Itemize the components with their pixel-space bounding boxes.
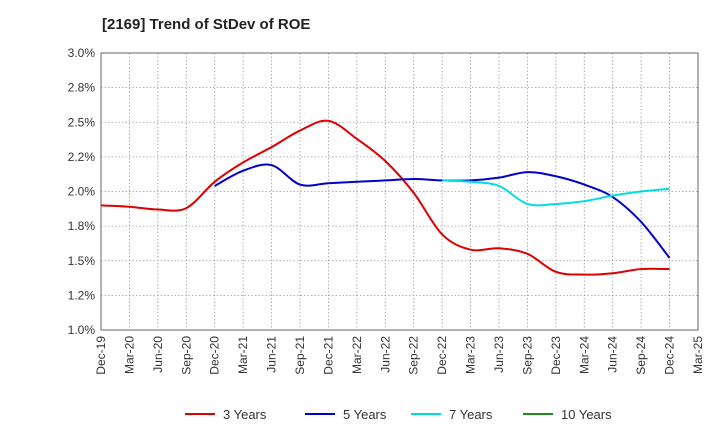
y-tick-label: 2.2% xyxy=(68,150,96,164)
y-tick-label: 1.5% xyxy=(68,254,96,268)
x-tick-label: Sep-23 xyxy=(520,336,534,375)
x-tick-label: Dec-21 xyxy=(321,336,335,375)
x-tick-label: Mar-21 xyxy=(236,336,250,374)
x-tick-label: Dec-19 xyxy=(94,336,108,375)
x-axis-labels: Dec-19 Mar-20 Jun-20 Sep-20 Dec-20 Mar-21 Jun-… xyxy=(94,336,705,375)
x-tick-label: Sep-21 xyxy=(293,336,307,375)
chart-title: [2169] Trend of StDev of ROE xyxy=(102,16,311,33)
x-tick-label: Dec-22 xyxy=(435,336,449,375)
y-tick-label: 1.0% xyxy=(68,323,96,337)
series-line-3-years xyxy=(100,119,670,276)
x-tick-label: Mar-22 xyxy=(350,336,364,374)
y-tick-label: 2.5% xyxy=(68,115,96,129)
x-tick-label: Dec-20 xyxy=(208,336,222,375)
series-line-7-years xyxy=(442,179,670,207)
legend-label: 7 Years xyxy=(449,407,493,422)
grid-lines xyxy=(100,52,699,331)
x-tick-label: Mar-20 xyxy=(122,336,136,374)
x-tick-label: Mar-25 xyxy=(691,336,705,374)
x-tick-label: Jun-20 xyxy=(151,336,165,373)
x-tick-label: Mar-23 xyxy=(464,336,478,374)
y-tick-label: 3.0% xyxy=(68,46,96,60)
legend: 3 Years 5 Years 7 Years 10 Years xyxy=(185,407,612,422)
y-tick-label: 1.2% xyxy=(68,288,96,302)
x-tick-label: Mar-24 xyxy=(577,336,591,374)
legend-label: 3 Years xyxy=(223,407,267,422)
series-lines xyxy=(100,119,671,276)
x-tick-label: Jun-24 xyxy=(606,336,620,373)
x-tick-label: Jun-22 xyxy=(378,336,392,373)
y-tick-label: 2.0% xyxy=(68,185,96,199)
plot-area-frame xyxy=(100,52,699,331)
x-tick-label: Sep-20 xyxy=(179,336,193,375)
x-tick-label: Dec-23 xyxy=(549,336,563,375)
y-tick-label: 2.8% xyxy=(68,81,96,95)
x-tick-label: Jun-23 xyxy=(492,336,506,373)
x-tick-label: Dec-24 xyxy=(663,336,677,375)
y-tick-label: 1.8% xyxy=(68,219,96,233)
legend-label: 5 Years xyxy=(343,407,387,422)
x-tick-label: Jun-21 xyxy=(265,336,279,373)
legend-label: 10 Years xyxy=(561,407,612,422)
x-tick-label: Sep-22 xyxy=(407,336,421,375)
x-tick-label: Sep-24 xyxy=(634,336,648,375)
y-axis-labels: 1.0% 1.2% 1.5% 1.8% 2.0% 2.2% 2.5% 2.8% 3.0% xyxy=(68,46,96,337)
